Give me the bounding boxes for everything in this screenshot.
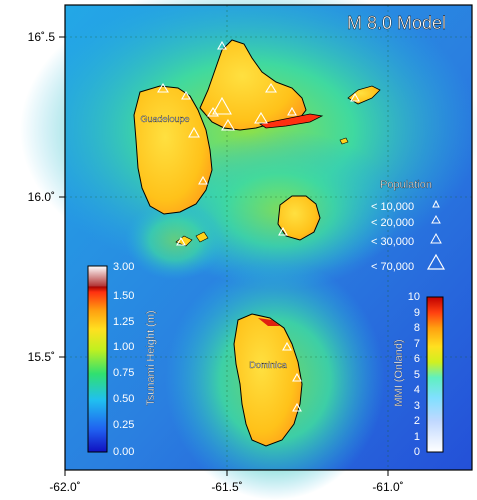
pointe-des-chateaux <box>258 113 324 129</box>
y-tick-label: 15.5˚ <box>28 350 55 364</box>
population-marker <box>157 82 169 93</box>
mmi-tick: 4 <box>414 384 420 396</box>
population-marker <box>221 118 235 131</box>
y-tick-label: 16.0˚ <box>28 190 55 204</box>
population-legend-triangle-xlarge <box>426 253 446 270</box>
mmi-tick: 10 <box>408 291 420 303</box>
la-desirade-island <box>347 85 381 105</box>
mmi-tick: 3 <box>414 400 420 412</box>
population-marker <box>212 96 232 115</box>
x-tick-label: -61.0˚ <box>372 480 403 494</box>
population-marker <box>287 106 297 116</box>
mmi-tick: 8 <box>414 322 420 334</box>
population-marker <box>176 236 186 246</box>
sea-glow-west <box>125 200 225 280</box>
population-marker <box>188 126 200 138</box>
mmi-tick: 5 <box>414 369 420 381</box>
population-legend-triangle-medium <box>431 214 441 224</box>
tsunami-tick: 3.00 <box>113 261 134 273</box>
mmi-tick: 9 <box>414 307 420 319</box>
population-legend-triangle-small <box>432 199 440 208</box>
population-marker <box>292 402 302 412</box>
population-legend-triangle-large <box>430 232 442 244</box>
population-marker <box>254 111 268 124</box>
tsunami-tick: 0.75 <box>113 367 134 379</box>
x-tick-label: -62.0˚ <box>49 480 80 494</box>
tsunami-tick: 0.25 <box>113 419 134 431</box>
tsunami-colorbar-gradient <box>87 265 108 453</box>
population-legend-item: < 70,000 <box>371 261 414 273</box>
grande-terre-island <box>199 39 307 131</box>
population-marker <box>207 106 219 117</box>
tsunami-tick: 1.25 <box>113 316 134 328</box>
mmi-colorbar-gradient <box>426 296 444 453</box>
population-marker <box>350 92 360 102</box>
les-saintes-east <box>195 231 209 243</box>
mmi-tick: 6 <box>414 353 420 365</box>
map-frame <box>64 4 473 471</box>
population-legend-item: < 30,000 <box>371 236 414 248</box>
tsunami-colorbar: 3.00 1.50 1.25 1.00 0.75 0.50 0.25 0.00 … <box>87 261 157 458</box>
tsunami-tick: 1.50 <box>113 290 134 302</box>
population-marker <box>292 372 302 382</box>
petite-terre-island <box>339 137 349 145</box>
mmi-tick: 0 <box>414 446 420 458</box>
tsunami-tick: 0.50 <box>113 393 134 405</box>
mmi-tick: 7 <box>414 338 420 350</box>
x-tick-label: -61.5˚ <box>211 480 242 494</box>
mmi-colorbar-label: MMI (Onland) <box>393 339 405 406</box>
population-marker <box>265 82 277 93</box>
mmi-tick: 1 <box>414 431 420 443</box>
mmi-colorbar: 10 9 8 7 6 5 4 3 2 1 0 MMI (Onland) <box>393 291 444 458</box>
tsunami-colorbar-label: Tsunami Height (m) <box>145 310 157 405</box>
y-tick-label: 16˚.5 <box>28 30 56 44</box>
population-marker <box>181 90 191 100</box>
tick-marks <box>59 36 389 476</box>
population-legend-item: < 10,000 <box>371 201 414 213</box>
tsunami-tick: 0.00 <box>113 446 134 458</box>
population-marker <box>217 40 227 50</box>
population-legend-title: Population <box>380 179 432 191</box>
population-marker <box>282 341 292 351</box>
guadeloupe-label: Guadeloupe <box>140 114 189 124</box>
tsunami-tick: 1.00 <box>113 341 134 353</box>
population-marker <box>278 226 288 236</box>
population-legend: Population < 10,000 < 20,000 < 30,000 < … <box>371 179 446 273</box>
dominica-label: Dominica <box>249 360 287 370</box>
dominica-north-hotspot <box>258 318 280 326</box>
population-marker <box>198 175 208 185</box>
population-markers <box>157 40 360 412</box>
mmi-tick: 2 <box>414 415 420 427</box>
map-title: M 8.0 Model <box>347 13 446 33</box>
population-legend-item: < 20,000 <box>371 217 414 229</box>
